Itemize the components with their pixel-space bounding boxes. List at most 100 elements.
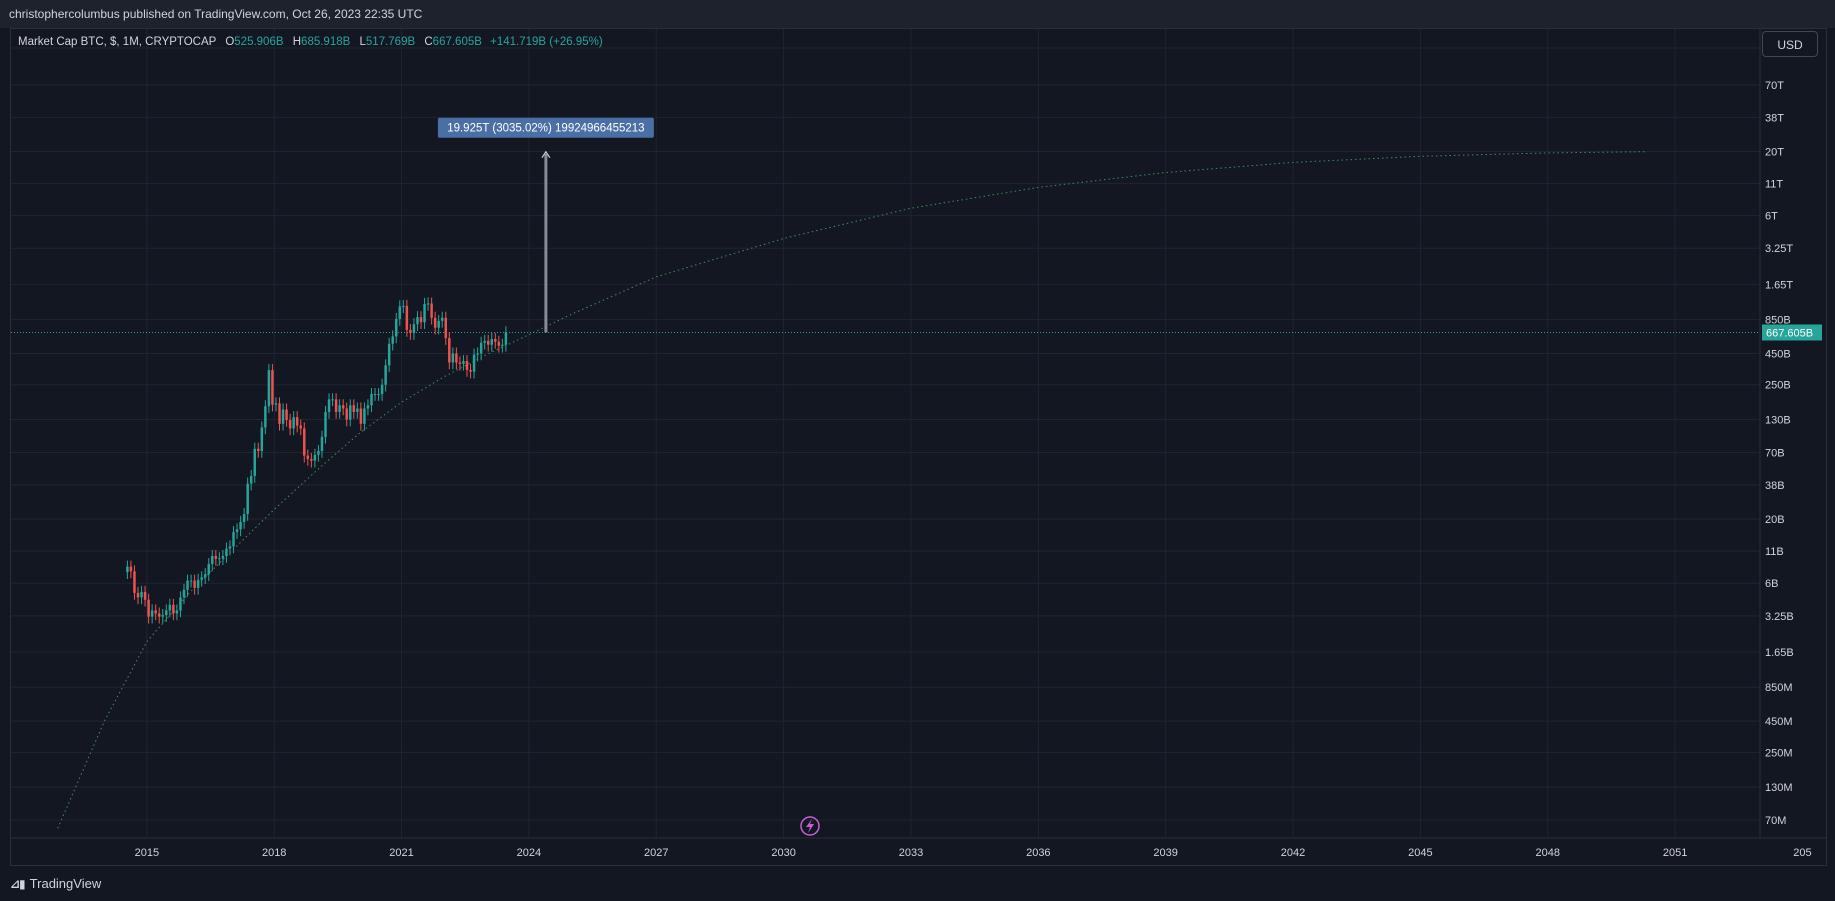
- candle-body: [391, 336, 394, 344]
- x-tick-label: 2030: [771, 847, 795, 859]
- candle-body: [490, 339, 494, 345]
- candle-body: [196, 579, 200, 588]
- candle-body: [366, 405, 370, 409]
- candle-body: [221, 556, 225, 559]
- candle-body: [405, 305, 409, 330]
- candle-body: [341, 405, 345, 409]
- candle-body: [218, 558, 221, 560]
- candle-body: [384, 365, 387, 385]
- measure-arrow-head: [541, 150, 551, 159]
- y-tick-label: 70B: [1765, 447, 1785, 459]
- x-tick-label: 2051: [1663, 847, 1687, 859]
- legend-close-value: 667.605B: [432, 36, 482, 48]
- candle-body: [334, 399, 338, 412]
- candle-body: [412, 324, 416, 334]
- candle-body: [486, 340, 490, 345]
- candle-body: [479, 342, 483, 354]
- candle-body: [387, 343, 391, 366]
- candle-body: [317, 450, 320, 455]
- y-tick-label: 20B: [1765, 514, 1785, 526]
- candle-body: [345, 408, 348, 420]
- lightning-icon[interactable]: [800, 816, 820, 836]
- last-price-badge-text: 667.605B: [1766, 327, 1813, 339]
- x-tick-label: 2024: [517, 847, 541, 859]
- candle-body: [373, 394, 377, 396]
- candle-body: [430, 303, 433, 318]
- symbol-legend: Market Cap BTC, $, 1M, CRYPTOCAP O525.90…: [18, 36, 603, 48]
- candle-body: [189, 580, 193, 582]
- candles: [126, 297, 508, 624]
- tradingview-logo-text: TradingView: [29, 876, 102, 891]
- y-tick-label: 250B: [1765, 380, 1791, 392]
- chart-frame[interactable]: [10, 28, 1827, 866]
- publisher-text: christophercolumbus published on Trading…: [9, 7, 423, 21]
- candle-body: [501, 344, 504, 346]
- candle-body: [349, 405, 352, 420]
- candle-body: [267, 370, 271, 407]
- candle-body: [426, 303, 430, 305]
- y-axis-tick-labels: 140T70T38T20T11T6T3.25T1.65T850B450B250B…: [1765, 43, 1794, 827]
- x-tick-label: 2033: [899, 847, 923, 859]
- y-tick-label: 450M: [1765, 716, 1793, 728]
- candle-body: [423, 303, 426, 323]
- candle-body: [356, 408, 359, 412]
- measure-annotation: 19.925T (3035.02%) 19924966455213: [437, 117, 654, 333]
- candle-body: [157, 613, 161, 617]
- legend-low-value: 517.769B: [365, 36, 416, 48]
- candle-body: [150, 610, 154, 617]
- x-tick-label: 2015: [135, 847, 159, 859]
- candle-body: [306, 455, 310, 459]
- footer: [0, 866, 1835, 901]
- legend-open-label: O: [225, 36, 235, 48]
- candle-body: [363, 408, 366, 424]
- candle-body: [228, 546, 232, 549]
- y-tick-label: 6B: [1765, 578, 1778, 590]
- candle-body: [278, 403, 281, 424]
- candle-body: [179, 597, 182, 611]
- candle-body: [207, 564, 210, 575]
- last-price-badge-box: [1762, 324, 1822, 341]
- candle-body: [225, 548, 228, 557]
- candle-body: [377, 394, 380, 396]
- candle-body: [260, 427, 264, 451]
- projection-curve: [57, 151, 1646, 829]
- y-tick-label: 1.65T: [1765, 279, 1793, 291]
- publisher-bar: christophercolumbus published on Trading…: [0, 0, 1835, 28]
- candle-body: [274, 403, 278, 405]
- currency-button[interactable]: USD: [1762, 31, 1818, 57]
- candle-body: [242, 514, 246, 522]
- candle-body: [271, 370, 274, 405]
- candle-body: [359, 408, 363, 424]
- y-tick-label: 11B: [1765, 546, 1784, 558]
- y-tick-label: 38B: [1765, 480, 1785, 492]
- candle-body: [200, 577, 203, 580]
- candle-body: [338, 405, 341, 412]
- candle-body: [239, 521, 242, 530]
- candle-body: [440, 317, 444, 321]
- candle-body: [462, 361, 465, 364]
- candle-body: [472, 354, 476, 372]
- candle-body: [214, 556, 218, 559]
- candle-body: [161, 615, 165, 617]
- candle-body: [370, 394, 373, 406]
- candle-body: [483, 340, 486, 343]
- candle-body: [444, 317, 448, 339]
- candle-body: [458, 362, 462, 364]
- candle-body: [465, 361, 469, 370]
- candle-body: [281, 409, 285, 424]
- candle-body: [285, 409, 288, 420]
- candle-body: [416, 317, 419, 325]
- y-tick-label: 850B: [1765, 315, 1791, 327]
- candle-body: [469, 369, 472, 372]
- tradingview-logo[interactable]: ⊿▮ TradingView: [10, 876, 101, 891]
- candle-body: [140, 591, 143, 598]
- candle-body: [395, 318, 398, 337]
- candle-body: [402, 305, 405, 307]
- legend-high-label: H: [292, 36, 302, 48]
- candle-body: [186, 580, 189, 590]
- candle-body: [211, 556, 214, 565]
- candle-body: [154, 610, 157, 614]
- candle-body: [451, 353, 455, 363]
- x-tick-label: 2048: [1536, 847, 1560, 859]
